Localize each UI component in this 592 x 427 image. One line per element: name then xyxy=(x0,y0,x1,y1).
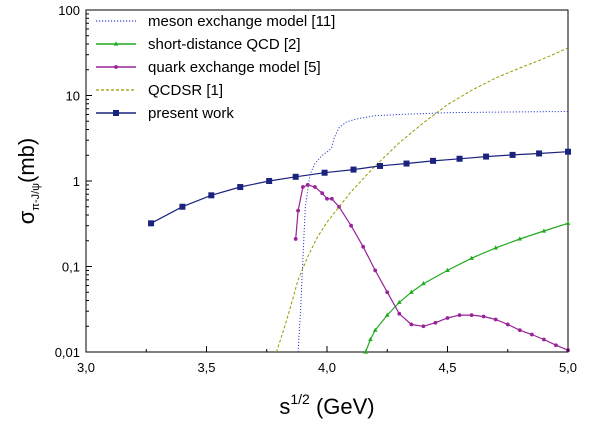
data-point xyxy=(445,267,450,273)
series-2 xyxy=(293,183,570,353)
data-point xyxy=(493,317,498,322)
data-point xyxy=(421,281,426,286)
series-line xyxy=(297,111,569,353)
data-point xyxy=(179,203,186,210)
data-point xyxy=(481,314,486,319)
legend-label: meson exchange model [11] xyxy=(148,13,335,30)
data-point xyxy=(293,237,298,241)
y-tick-label: 10 xyxy=(66,89,80,104)
data-point xyxy=(292,173,299,180)
legend-label: QCDSR [1] xyxy=(148,82,223,99)
data-point xyxy=(266,178,273,184)
y-axis-label-unit: (mb) xyxy=(14,138,39,183)
data-point xyxy=(397,299,402,305)
y-axis-label-base: σ xyxy=(14,210,39,224)
data-point xyxy=(329,196,334,201)
data-point xyxy=(208,192,215,199)
data-point xyxy=(397,311,402,316)
legend-label: quark exchange model [5] xyxy=(148,59,321,76)
data-point xyxy=(541,228,547,233)
data-point xyxy=(517,328,522,333)
x-axis-label-sup: 1/2 xyxy=(290,391,310,407)
legend-marker xyxy=(113,110,119,116)
data-point xyxy=(469,255,474,260)
data-point xyxy=(377,162,384,169)
data-point xyxy=(565,148,571,155)
y-tick-label: 0,01 xyxy=(55,345,80,360)
series-line xyxy=(365,222,569,353)
series-4 xyxy=(148,148,571,227)
y-tick-label: 0,1 xyxy=(62,260,80,275)
data-point xyxy=(409,322,414,327)
data-point xyxy=(301,185,305,189)
y-axis-label-sub: π-J/ψ xyxy=(30,183,42,211)
series-line xyxy=(150,151,569,224)
legend-label: present work xyxy=(148,105,234,122)
data-point xyxy=(349,223,353,228)
data-point xyxy=(445,316,450,320)
legend-marker xyxy=(113,41,119,46)
data-point xyxy=(536,150,543,157)
x-tick-label: 4,5 xyxy=(438,360,456,375)
series-layer xyxy=(148,47,571,354)
data-point xyxy=(321,169,328,176)
series-line xyxy=(295,184,569,351)
series-3 xyxy=(275,47,569,353)
data-point xyxy=(456,155,463,162)
legend-marker xyxy=(114,65,118,69)
x-tick-label: 5,0 xyxy=(559,360,577,375)
data-point xyxy=(363,349,368,354)
series-line xyxy=(275,47,569,353)
data-point xyxy=(469,313,474,318)
data-point xyxy=(305,183,310,187)
tick-layer: 3,0 3,5 4,0 4,5 5,0 0,01 0,1 1 10 100 xyxy=(55,3,577,375)
data-point xyxy=(313,185,317,189)
x-axis-label-unit: (GeV) xyxy=(310,394,375,419)
data-point xyxy=(237,184,244,191)
data-point xyxy=(385,290,390,295)
data-point xyxy=(320,191,325,196)
data-point xyxy=(483,153,490,160)
x-tick-label: 3,5 xyxy=(197,360,215,375)
data-point xyxy=(421,324,426,329)
legend-label: short-distance QCD [2] xyxy=(148,36,301,53)
x-axis-label-base: s xyxy=(279,394,290,419)
data-point xyxy=(361,244,366,249)
data-point xyxy=(368,336,373,342)
data-point xyxy=(493,245,498,250)
data-point xyxy=(517,236,523,241)
data-point xyxy=(505,322,510,327)
legend: meson exchange model [11] short-distance … xyxy=(96,13,335,122)
data-point xyxy=(384,312,390,317)
series-1 xyxy=(363,220,571,354)
x-tick-label: 3,0 xyxy=(77,360,95,375)
data-point xyxy=(148,220,155,227)
x-axis-label: s1/2 (GeV) xyxy=(279,391,374,419)
data-point xyxy=(403,160,410,167)
data-point xyxy=(457,313,462,318)
series-0 xyxy=(297,111,569,353)
data-point xyxy=(509,151,516,158)
y-axis-label: σπ-J/ψ(mb) xyxy=(14,138,42,224)
data-point xyxy=(409,289,414,294)
data-point xyxy=(296,208,300,213)
data-point xyxy=(542,337,546,342)
data-point xyxy=(430,157,437,164)
y-tick-label: 100 xyxy=(58,3,80,18)
y-tick-label: 1 xyxy=(73,174,80,189)
data-point xyxy=(529,332,534,337)
data-point xyxy=(554,343,558,348)
data-point xyxy=(325,196,329,201)
x-tick-label: 4,0 xyxy=(318,360,336,375)
data-point xyxy=(373,268,378,273)
data-point xyxy=(433,320,438,325)
data-point xyxy=(350,166,357,173)
data-point xyxy=(372,327,378,332)
data-point xyxy=(565,220,571,225)
